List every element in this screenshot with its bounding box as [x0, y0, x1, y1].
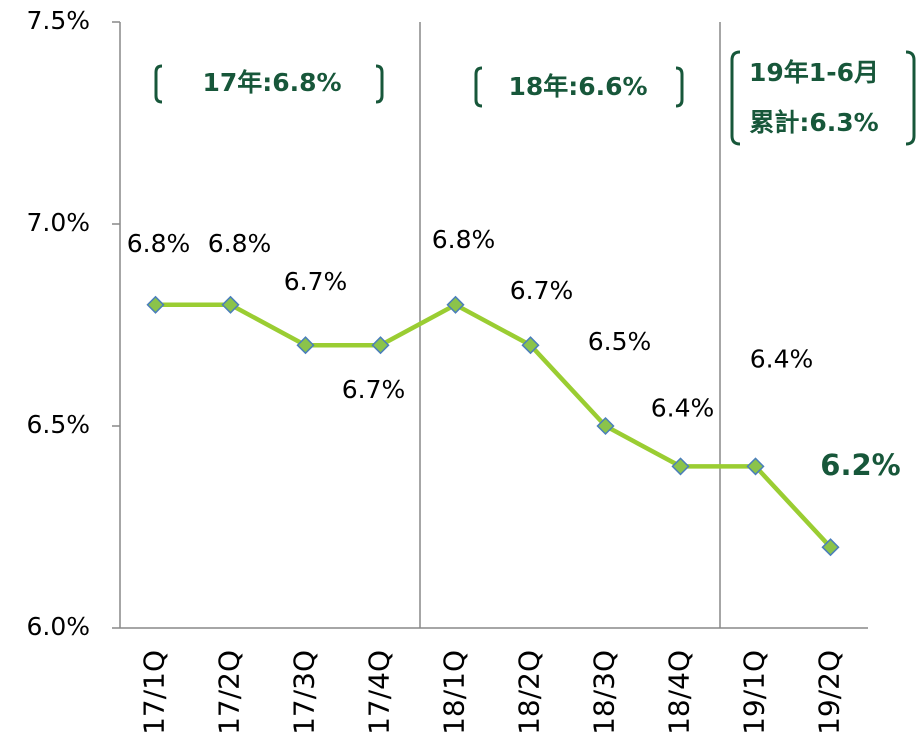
x-tick-label: 17/2Q [213, 650, 246, 735]
data-label: 6.2% [820, 448, 900, 482]
data-label: 6.7% [284, 267, 348, 296]
bracket [675, 66, 684, 108]
y-tick-label: 7.0% [26, 208, 90, 237]
data-label: 6.8% [208, 229, 272, 258]
x-tick-label: 18/2Q [513, 650, 546, 735]
y-tick-label: 6.5% [26, 410, 90, 439]
marker [821, 538, 840, 557]
data-label: 6.8% [127, 229, 191, 258]
y-tick-label: 6.0% [26, 612, 90, 641]
data-label: 6.4% [750, 344, 814, 373]
marker [221, 295, 240, 314]
data-label: 6.7% [510, 276, 574, 305]
bracket [905, 50, 916, 146]
data-label: 6.5% [588, 327, 652, 356]
bracket [730, 50, 741, 146]
bracket [154, 64, 163, 104]
bracket [474, 66, 483, 108]
marker [146, 295, 165, 314]
data-label: 6.7% [342, 375, 406, 404]
marker [671, 457, 690, 476]
marker [296, 336, 315, 355]
marker [521, 336, 540, 355]
marker [371, 336, 390, 355]
marker [446, 295, 465, 314]
marker [746, 457, 765, 476]
x-tick-label: 19/2Q [813, 650, 846, 735]
x-tick-label: 17/3Q [288, 650, 321, 735]
annotation: 18年:6.6% [508, 72, 647, 101]
x-tick-label: 17/1Q [138, 650, 171, 735]
data-label: 6.4% [651, 393, 715, 422]
line [155, 302, 833, 549]
x-tick-label: 19/1Q [738, 650, 771, 735]
annotation: 19年1-6月 [749, 58, 879, 87]
marker [596, 416, 615, 436]
annotation: 累計:6.3% [749, 108, 878, 137]
x-tick-label: 18/1Q [438, 650, 471, 735]
x-tick-label: 18/3Q [588, 650, 621, 735]
data-label: 6.8% [432, 225, 496, 254]
annotation: 17年:6.8% [202, 68, 341, 97]
bracket [375, 64, 384, 104]
x-tick-label: 17/4Q [363, 650, 396, 735]
y-tick-label: 7.5% [26, 6, 90, 35]
x-tick-label: 18/4Q [663, 650, 696, 735]
